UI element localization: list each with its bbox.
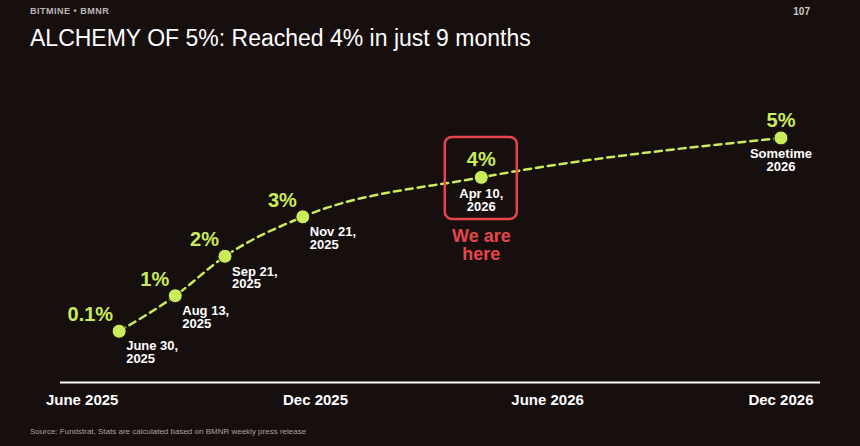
svg-text:June 30,2025: June 30,2025 — [126, 338, 178, 366]
svg-text:5%: 5% — [767, 109, 796, 131]
svg-text:Sometime2026: Sometime2026 — [750, 146, 812, 174]
svg-text:3%: 3% — [268, 189, 297, 211]
svg-text:0.1%: 0.1% — [68, 303, 114, 325]
svg-text:June 2026: June 2026 — [511, 391, 584, 408]
html-text:107: 107 — [793, 6, 810, 17]
svg-text:Nov 21,2025: Nov 21,2025 — [310, 224, 356, 252]
svg-text:Aug 13,2025: Aug 13,2025 — [182, 303, 229, 331]
html-text:Source: Fundstrat, Stats are c: Source: Fundstrat, Stats are calculated … — [30, 427, 307, 436]
svg-text:Sep 21,2025: Sep 21,2025 — [232, 264, 278, 292]
svg-text:Apr 10,2026: Apr 10,2026 — [459, 186, 503, 214]
svg-text:June 2025: June 2025 — [46, 391, 119, 408]
svg-text:We arehere: We arehere — [452, 226, 511, 264]
html-text:BITMINE • BMNR: BITMINE • BMNR — [30, 6, 110, 16]
svg-text:4%: 4% — [467, 148, 496, 170]
svg-text:1%: 1% — [140, 268, 169, 290]
svg-text:Dec 2026: Dec 2026 — [748, 391, 813, 408]
svg-text:Dec 2025: Dec 2025 — [283, 391, 348, 408]
html-text:ALCHEMY OF 5%: Reached 4% in j: ALCHEMY OF 5%: Reached 4% in just 9 mont… — [30, 25, 531, 51]
svg-text:2%: 2% — [190, 228, 219, 250]
